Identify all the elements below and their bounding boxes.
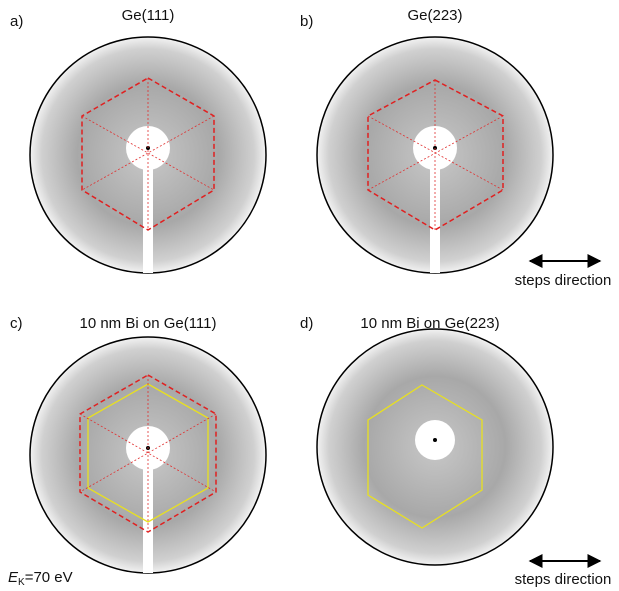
panel-a: a) Ge(111)	[10, 7, 266, 273]
panel-label: a)	[10, 13, 23, 30]
panel-title: Ge(111)	[122, 7, 175, 24]
panel-label: d)	[300, 315, 313, 332]
panel-label: b)	[300, 13, 313, 30]
panel-d: d) 10 nm Bi on Ge(223) steps direction	[300, 315, 611, 588]
steps-direction: steps direction	[515, 272, 612, 289]
steps-direction: steps direction	[515, 571, 612, 588]
panel-b: b) Ge(223) steps direction	[300, 7, 611, 289]
panel-c: c) 10 nm Bi on Ge(111)	[10, 315, 266, 573]
energy-value: =70 eV	[25, 569, 73, 586]
panel-title: Ge(223)	[407, 7, 462, 24]
figure: a) Ge(111) b) Ge(223) steps direction c)…	[0, 0, 619, 591]
panel-label: c)	[10, 315, 23, 332]
energy-label: EK=70 eV	[8, 569, 73, 588]
panel-title: 10 nm Bi on Ge(111)	[79, 315, 216, 332]
spot	[433, 438, 437, 442]
